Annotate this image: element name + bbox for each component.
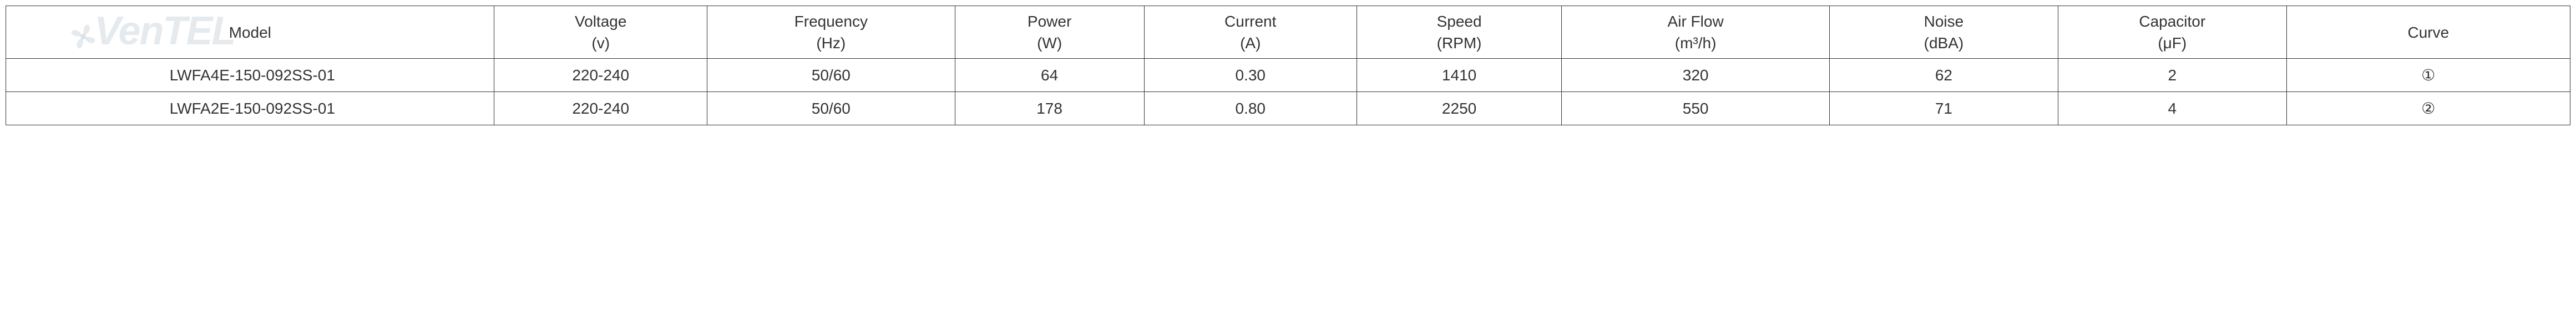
header-power: Power (W) <box>955 6 1144 59</box>
header-voltage: Voltage (v) <box>494 6 707 59</box>
cell-power: 64 <box>955 59 1144 92</box>
header-noise: Noise (dBA) <box>1830 6 2058 59</box>
cell-airflow: 320 <box>1562 59 1830 92</box>
specs-table: Model Voltage (v) Frequency (Hz) Power (… <box>6 6 2570 125</box>
cell-current: 0.80 <box>1144 92 1357 125</box>
cell-capacitor: 4 <box>2058 92 2286 125</box>
cell-noise: 71 <box>1830 92 2058 125</box>
header-capacitor: Capacitor (μF) <box>2058 6 2286 59</box>
cell-curve: ① <box>2286 59 2570 92</box>
header-current: Current (A) <box>1144 6 1357 59</box>
cell-current: 0.30 <box>1144 59 1357 92</box>
cell-voltage: 220-240 <box>494 92 707 125</box>
table-row: LWFA2E-150-092SS-01 220-240 50/60 178 0.… <box>6 92 2570 125</box>
table-header-row: Model Voltage (v) Frequency (Hz) Power (… <box>6 6 2570 59</box>
cell-capacitor: 2 <box>2058 59 2286 92</box>
cell-speed: 2250 <box>1357 92 1561 125</box>
table-row: LWFA4E-150-092SS-01 220-240 50/60 64 0.3… <box>6 59 2570 92</box>
cell-airflow: 550 <box>1562 92 1830 125</box>
cell-model: LWFA2E-150-092SS-01 <box>6 92 494 125</box>
header-model: Model <box>6 6 494 59</box>
header-curve: Curve <box>2286 6 2570 59</box>
cell-noise: 62 <box>1830 59 2058 92</box>
cell-model: LWFA4E-150-092SS-01 <box>6 59 494 92</box>
cell-power: 178 <box>955 92 1144 125</box>
cell-speed: 1410 <box>1357 59 1561 92</box>
header-airflow: Air Flow (m³/h) <box>1562 6 1830 59</box>
cell-curve: ② <box>2286 92 2570 125</box>
header-speed: Speed (RPM) <box>1357 6 1561 59</box>
cell-frequency: 50/60 <box>707 59 955 92</box>
cell-voltage: 220-240 <box>494 59 707 92</box>
header-frequency: Frequency (Hz) <box>707 6 955 59</box>
cell-frequency: 50/60 <box>707 92 955 125</box>
